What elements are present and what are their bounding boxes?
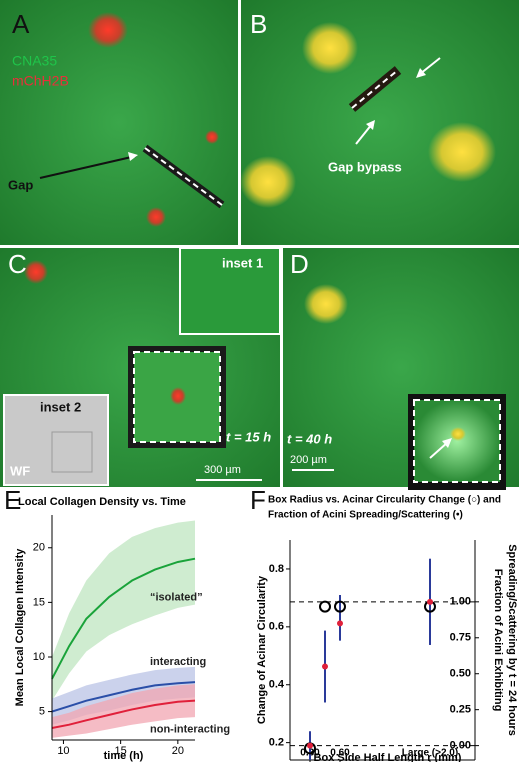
arrow (419, 57, 441, 75)
chart-title: Local Collagen Density vs. Time (18, 496, 186, 508)
point (334, 600, 346, 613)
panel-label: B (250, 9, 267, 39)
y2-tick-label: 0.50 (450, 668, 471, 680)
chart-title: Box Radius vs. Acinar Circularity Change… (268, 495, 501, 506)
acinus (24, 260, 48, 284)
y2-axis-label: Spreading/Scattering by t = 24 hours (506, 544, 518, 736)
panel-label: F (250, 485, 266, 515)
annotation: Gap bypass (328, 159, 402, 174)
arrowhead (442, 438, 452, 448)
box-outline (413, 399, 501, 483)
panel-label: A (12, 9, 30, 39)
panel-label: E (4, 485, 21, 515)
acinus (205, 130, 219, 144)
arrow (355, 123, 373, 145)
y-tick-label: 15 (33, 596, 45, 608)
y-tick-label: 10 (33, 651, 45, 663)
inset-label: inset 2 (40, 399, 81, 414)
band (52, 520, 195, 701)
line (51, 699, 196, 729)
line (51, 681, 196, 713)
y-tick-label: 0.4 (269, 679, 285, 691)
series-label: non-interacting (150, 723, 230, 735)
inset (3, 394, 109, 486)
chart-title: Fraction of Acini Spreading/Scattering (… (268, 510, 463, 521)
point (427, 598, 433, 605)
panel-a: A CNA35 mChH2B Gap (0, 0, 238, 245)
y2-axis-label: Fraction of Acini Exhibiting (492, 569, 504, 712)
line (51, 557, 196, 680)
time-label: t = 15 h (226, 429, 271, 444)
point (322, 663, 328, 670)
x-tick-label: 20 (172, 745, 184, 757)
inset-label: inset 1 (222, 255, 263, 270)
annotation: Gap (8, 177, 33, 192)
arrowhead (366, 120, 375, 130)
acinus (450, 427, 466, 441)
y2-tick-label: 0.25 (450, 704, 471, 716)
panel-label: C (8, 249, 27, 279)
panel-b: B Gap bypass (240, 0, 519, 245)
gap-outline (144, 147, 223, 206)
y-tick-label: 5 (39, 706, 45, 718)
y-tick-label: 20 (33, 542, 45, 554)
point (319, 600, 331, 613)
series-label: interacting (150, 656, 206, 668)
panel-c: C inset 1 inset 2 WF t = 15 h 300 µm (0, 247, 281, 487)
mode-label: WF (10, 463, 30, 478)
y-tick-label: 0.2 (269, 737, 284, 749)
legend-label: CNA35 (12, 53, 57, 69)
x-tick-label: 10 (57, 745, 69, 757)
x-tick-label: 15 (115, 745, 127, 757)
series-label: “isolated” (150, 592, 203, 604)
y-axis-label: Mean Local Collagen Intensity (14, 548, 26, 707)
legend-label: mChH2B (12, 73, 69, 89)
x-tick-label: Large (>2.0) (402, 748, 458, 759)
y-tick-label: 0.6 (269, 621, 284, 633)
time-label: t = 40 h (287, 431, 332, 446)
y-tick-label: 0.8 (269, 563, 284, 575)
panel-d: D t = 40 h 200 µm (283, 248, 519, 490)
x-axis-label: Box Side Half Length r (mm) (314, 752, 462, 762)
gap (348, 66, 402, 112)
arrowhead (128, 152, 138, 161)
y2-tick-label: 1.00 (450, 596, 471, 608)
arrow (429, 441, 449, 459)
point (307, 742, 313, 749)
x-axis-label: time (h) (104, 750, 144, 762)
acinus (88, 12, 128, 48)
acinus (146, 207, 166, 227)
inset (179, 247, 281, 335)
box (51, 431, 93, 473)
acinus (302, 22, 358, 74)
acinus (240, 156, 296, 208)
scale-label: 300 µm (204, 464, 241, 476)
acinus (304, 284, 348, 324)
x-tick-label: 0.60 (330, 748, 350, 759)
y2-tick-label: 0.75 (450, 632, 471, 644)
panel-label: D (290, 249, 309, 279)
point (337, 620, 343, 627)
acinus (428, 122, 496, 182)
acinus (170, 387, 186, 405)
scale-label: 200 µm (290, 454, 327, 466)
micrograph (241, 0, 519, 245)
arrow (39, 155, 137, 179)
y2-tick-label: 0.00 (450, 740, 471, 752)
arrowhead (416, 68, 426, 78)
y-axis-label: Change of Acinar Circularity (256, 575, 268, 724)
